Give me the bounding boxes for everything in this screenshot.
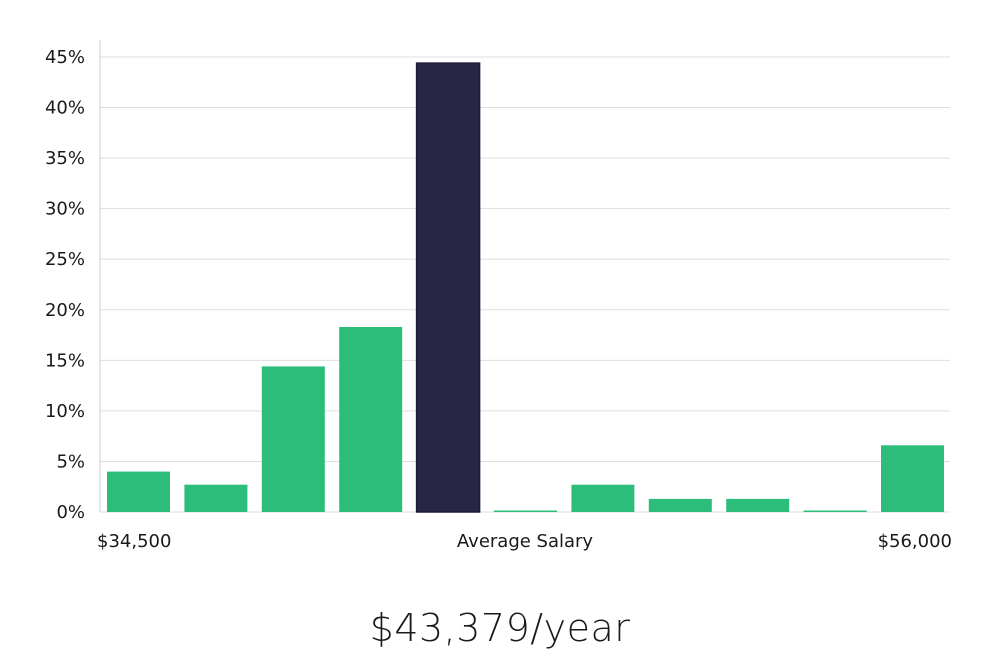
y-tick-label: 45% [45, 47, 85, 68]
y-tick-label: 0% [56, 502, 85, 523]
bar [494, 510, 557, 512]
bar [648, 498, 712, 512]
x-label-min: $34,500 [97, 531, 171, 552]
y-tick-label: 30% [45, 199, 85, 220]
y-tick-label: 5% [56, 451, 85, 472]
y-tick-label: 25% [45, 249, 85, 270]
bar [107, 471, 170, 512]
y-tick-label: 15% [45, 350, 85, 371]
y-tick-label: 20% [45, 300, 85, 321]
grid-lines [100, 56, 950, 513]
bar [339, 327, 403, 512]
average-salary-value: $43,379/year [369, 606, 631, 650]
bar [881, 445, 944, 512]
y-tick-label: 10% [45, 401, 85, 422]
bar-average-salary [415, 62, 481, 513]
bar [184, 484, 248, 512]
bars [107, 62, 944, 513]
y-axis-ticks: 0% 5% 10% 15% 20% 25% 30% 35% 40% 45% [45, 47, 85, 523]
bar [803, 510, 867, 512]
x-label-average: Average Salary [457, 531, 594, 552]
y-tick-label: 40% [45, 98, 85, 119]
bar [571, 484, 635, 512]
bar [726, 498, 790, 512]
bar [261, 366, 325, 512]
x-label-max: $56,000 [878, 531, 952, 552]
y-tick-label: 35% [45, 148, 85, 169]
salary-distribution-chart: 0% 5% 10% 15% 20% 25% 30% 35% 40% 45% $34,500 Ave… [45, 40, 952, 552]
